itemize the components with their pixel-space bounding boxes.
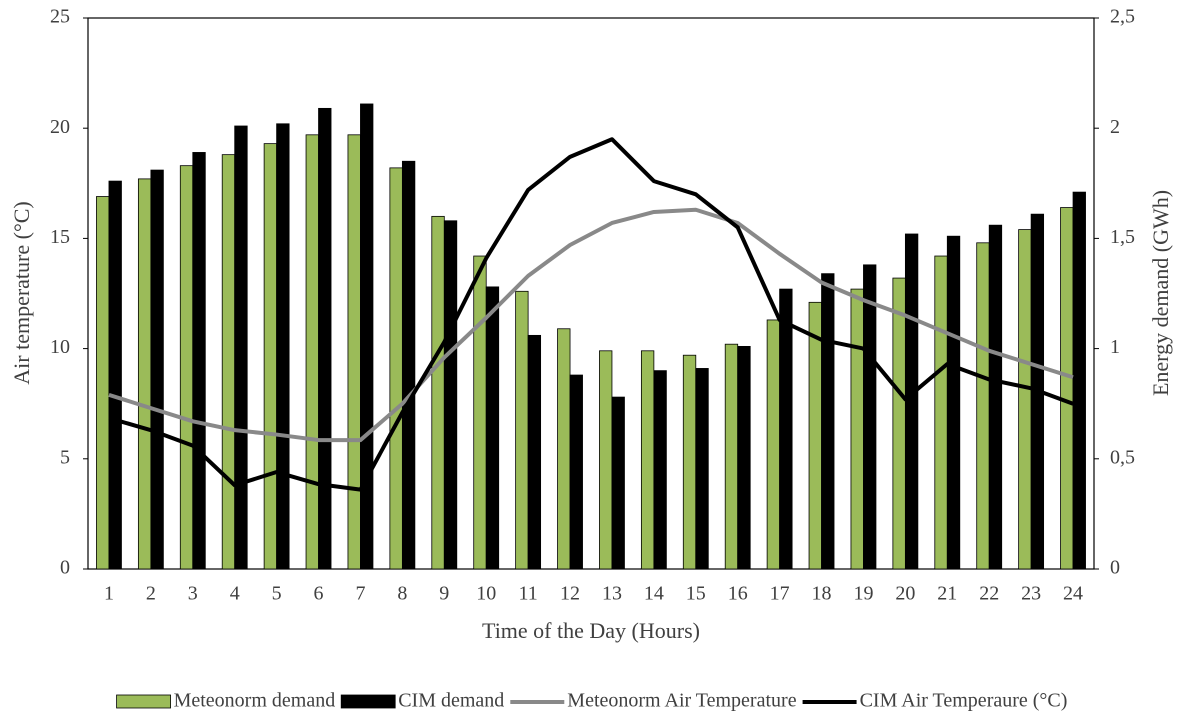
y-axis-title: Air temperature (°C) (9, 201, 34, 385)
bar (599, 350, 613, 570)
x-tick-label: 7 (355, 583, 365, 605)
y-tick-label: 5 (60, 446, 70, 468)
y2-tick-label: 2 (1110, 116, 1120, 138)
x-tick-label: 22 (979, 583, 999, 605)
x-tick-label: 19 (853, 583, 873, 605)
bar (389, 167, 403, 570)
y2-tick-label: 0,5 (1110, 446, 1135, 468)
bar (96, 196, 110, 570)
x-tick-label: 21 (937, 583, 957, 605)
x-tick-label: 23 (1021, 583, 1041, 605)
x-tick-label: 3 (188, 583, 198, 605)
bar (305, 134, 319, 570)
bar (1072, 191, 1086, 570)
bar (946, 235, 961, 570)
y2-axis-title: Energy demand (GWh) (1148, 190, 1173, 396)
x-tick-label: 2 (146, 583, 156, 605)
bar (653, 370, 667, 570)
bar (569, 374, 583, 570)
y-tick-label: 15 (50, 226, 70, 248)
bar (150, 169, 164, 570)
y2-tick-label: 0 (1110, 557, 1120, 579)
bar (179, 165, 194, 570)
x-tick-label: 5 (272, 583, 282, 605)
y-tick-label: 20 (50, 116, 70, 138)
legend-label: CIM demand (398, 690, 504, 712)
bar (821, 273, 835, 570)
bar (557, 328, 571, 570)
y-tick-label: 0 (60, 557, 70, 579)
x-tick-label: 12 (560, 583, 580, 605)
bar (695, 368, 709, 570)
bar (318, 107, 332, 570)
bar (443, 220, 458, 570)
legend-swatch (116, 694, 171, 709)
y2-tick-label: 1,5 (1110, 226, 1135, 248)
bar (682, 354, 697, 570)
x-tick-label: 16 (728, 583, 748, 605)
x-tick-label: 17 (770, 583, 790, 605)
bar (904, 233, 919, 570)
y2-tick-label: 2,5 (1110, 6, 1135, 28)
bar (137, 178, 152, 570)
x-tick-label: 15 (686, 583, 706, 605)
bar (234, 125, 248, 570)
legend-swatch (340, 694, 396, 709)
x-tick-label: 18 (812, 583, 832, 605)
bar (263, 143, 278, 570)
bar (347, 134, 361, 570)
x-tick-label: 11 (518, 583, 537, 605)
line (108, 207, 1074, 443)
bar (640, 350, 655, 570)
bar (737, 345, 751, 570)
y-tick-label: 10 (50, 336, 70, 358)
bar (766, 319, 781, 570)
bar (431, 215, 445, 570)
bar (515, 290, 529, 570)
bar (401, 160, 416, 570)
bar (192, 152, 206, 570)
line (108, 137, 1074, 492)
x-tick-label: 20 (895, 583, 915, 605)
bar (360, 103, 374, 570)
bar (276, 123, 290, 570)
x-tick-label: 9 (439, 583, 449, 605)
bar (988, 224, 1003, 570)
bar (485, 286, 500, 570)
bar (863, 264, 877, 570)
bar (527, 334, 542, 570)
bar (1060, 207, 1074, 570)
bar (850, 288, 864, 570)
bar (779, 288, 793, 570)
x-tick-label: 24 (1063, 583, 1083, 605)
bar (808, 301, 822, 570)
x-tick-label: 8 (397, 583, 407, 605)
bar (473, 255, 487, 570)
plot-frame (87, 17, 1095, 570)
bar (724, 343, 739, 570)
y2-tick-label: 1 (1110, 336, 1120, 358)
bar (221, 154, 236, 570)
bar (976, 242, 990, 570)
legend-label: Meteonorm Air Temperature (567, 690, 796, 712)
legend-label: CIM Air Temperaure (°C) (860, 690, 1068, 712)
x-tick-label: 4 (230, 583, 240, 605)
bar (108, 180, 122, 570)
legend-label: Meteonorm demand (174, 690, 336, 712)
bar (934, 255, 948, 570)
y-tick-label: 25 (50, 6, 70, 28)
x-tick-label: 13 (602, 583, 622, 605)
x-tick-label: 10 (476, 583, 496, 605)
bar (1018, 229, 1032, 570)
x-axis-title: Time of the Day (Hours) (482, 618, 700, 643)
x-tick-label: 1 (104, 583, 114, 605)
x-tick-label: 6 (314, 583, 324, 605)
bar (611, 396, 625, 570)
bar (892, 277, 906, 570)
x-tick-label: 14 (644, 583, 664, 605)
